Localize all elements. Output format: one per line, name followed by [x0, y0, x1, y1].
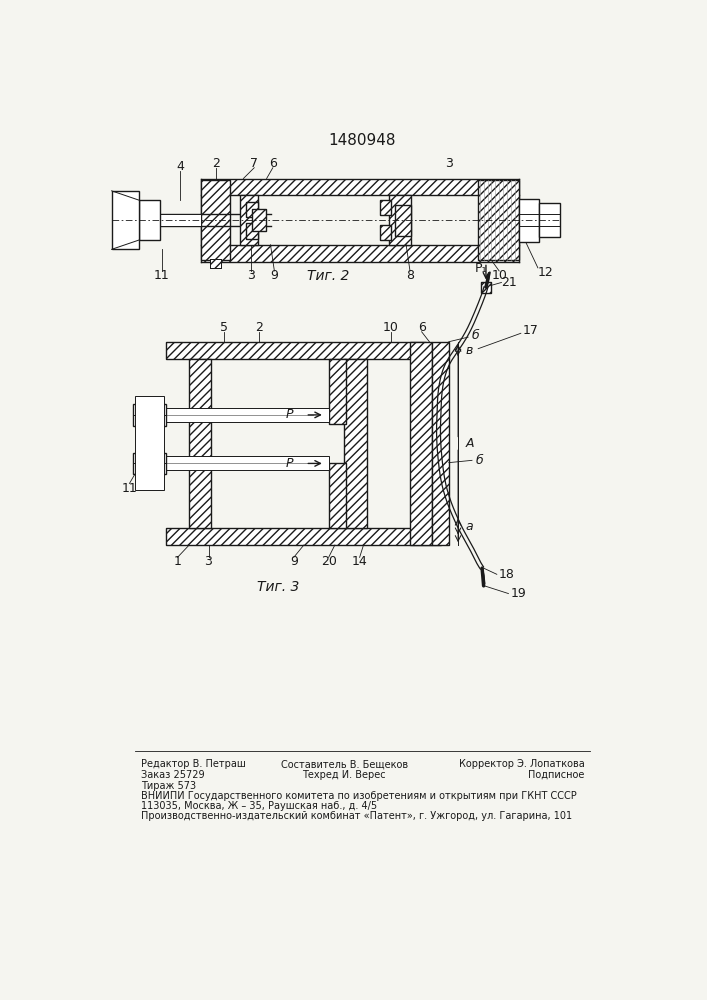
- Bar: [395, 205, 411, 235]
- Bar: [189, 359, 211, 528]
- Bar: [166, 408, 329, 422]
- Text: Τиг. 3: Τиг. 3: [257, 580, 300, 594]
- Text: 2: 2: [212, 157, 220, 170]
- Text: 6: 6: [418, 321, 426, 334]
- Text: 6: 6: [269, 157, 276, 170]
- Bar: [478, 180, 518, 260]
- Bar: [210, 259, 221, 268]
- Text: 19: 19: [510, 587, 527, 600]
- Text: 1480948: 1480948: [328, 133, 396, 148]
- Bar: [201, 245, 518, 262]
- Text: 10: 10: [382, 321, 399, 334]
- Bar: [246, 223, 258, 239]
- Bar: [112, 191, 139, 249]
- Bar: [139, 214, 201, 226]
- Text: 3: 3: [445, 157, 452, 170]
- Bar: [189, 359, 211, 528]
- Bar: [134, 404, 166, 426]
- Bar: [410, 342, 432, 545]
- Text: 14: 14: [352, 555, 368, 568]
- Text: 10: 10: [491, 269, 507, 282]
- Text: P₁: P₁: [475, 262, 488, 275]
- Bar: [389, 195, 411, 245]
- Text: 21: 21: [501, 276, 517, 289]
- Bar: [201, 179, 518, 195]
- Text: 18: 18: [499, 568, 515, 581]
- Text: 12: 12: [538, 266, 554, 279]
- Bar: [432, 342, 449, 545]
- Bar: [481, 282, 491, 293]
- Text: 7: 7: [250, 157, 258, 170]
- Text: б: б: [472, 329, 480, 342]
- Text: Редактор В. Петраш: Редактор В. Петраш: [141, 759, 246, 769]
- Text: 2: 2: [255, 321, 263, 334]
- Text: P: P: [286, 408, 293, 421]
- Bar: [201, 180, 230, 260]
- Bar: [432, 342, 449, 545]
- Bar: [329, 359, 346, 424]
- Bar: [139, 200, 160, 240]
- Text: Τиг. 2: Τиг. 2: [308, 269, 350, 283]
- Bar: [344, 359, 368, 528]
- Text: ВНИИПИ Государственного комитета по изобретениям и открытиям при ГКНТ СССР: ВНИИПИ Государственного комитета по изоб…: [141, 791, 577, 801]
- Bar: [240, 195, 258, 245]
- Text: 8: 8: [406, 269, 414, 282]
- Bar: [518, 199, 539, 242]
- Bar: [329, 463, 346, 528]
- Text: 11: 11: [154, 269, 170, 282]
- Text: Заказ 25729: Заказ 25729: [141, 770, 205, 780]
- Text: Тираж 573: Тираж 573: [141, 781, 197, 791]
- Text: Составитель В. Бещеков: Составитель В. Бещеков: [281, 759, 408, 769]
- Bar: [329, 463, 346, 528]
- Text: 1: 1: [173, 555, 182, 568]
- Text: a: a: [466, 520, 474, 533]
- Text: 11: 11: [122, 482, 137, 495]
- Text: 113035, Москва, Ж – 35, Раушская наб., д. 4/5: 113035, Москва, Ж – 35, Раушская наб., д…: [141, 801, 378, 811]
- Bar: [246, 223, 258, 239]
- Bar: [210, 259, 221, 268]
- Bar: [380, 225, 391, 240]
- Bar: [395, 205, 411, 235]
- Bar: [252, 209, 266, 231]
- Text: A: A: [466, 437, 474, 450]
- Bar: [329, 359, 346, 424]
- Text: Корректор Э. Лопаткова: Корректор Э. Лопаткова: [459, 759, 585, 769]
- Text: 20: 20: [321, 555, 337, 568]
- Text: 17: 17: [522, 324, 538, 337]
- Bar: [539, 203, 561, 237]
- Bar: [380, 200, 391, 215]
- Text: б: б: [476, 454, 484, 467]
- Bar: [166, 528, 441, 545]
- Bar: [380, 225, 391, 240]
- Bar: [481, 282, 491, 293]
- Text: 4: 4: [176, 160, 184, 173]
- Text: 3: 3: [204, 555, 212, 568]
- Text: Техред И. Верес: Техред И. Верес: [303, 770, 386, 780]
- Text: P: P: [286, 457, 293, 470]
- Bar: [135, 396, 164, 490]
- Bar: [246, 202, 258, 217]
- Text: 9: 9: [271, 269, 279, 282]
- Text: 5: 5: [220, 321, 228, 334]
- Bar: [252, 209, 266, 231]
- Bar: [344, 359, 368, 528]
- Bar: [380, 200, 391, 215]
- Text: 3: 3: [247, 269, 255, 282]
- Text: Подписное: Подписное: [528, 770, 585, 780]
- Bar: [478, 180, 518, 260]
- Bar: [134, 453, 166, 474]
- Bar: [240, 195, 258, 245]
- Bar: [166, 528, 441, 545]
- Bar: [166, 342, 426, 359]
- Text: Производственно-издательский комбинат «Патент», г. Ужгород, ул. Гагарина, 101: Производственно-издательский комбинат «П…: [141, 811, 572, 821]
- Text: 9: 9: [290, 555, 298, 568]
- Bar: [389, 195, 411, 245]
- Bar: [201, 180, 230, 260]
- Bar: [166, 456, 329, 470]
- Bar: [246, 202, 258, 217]
- Bar: [166, 342, 426, 359]
- Bar: [410, 342, 432, 545]
- Text: в: в: [466, 344, 473, 357]
